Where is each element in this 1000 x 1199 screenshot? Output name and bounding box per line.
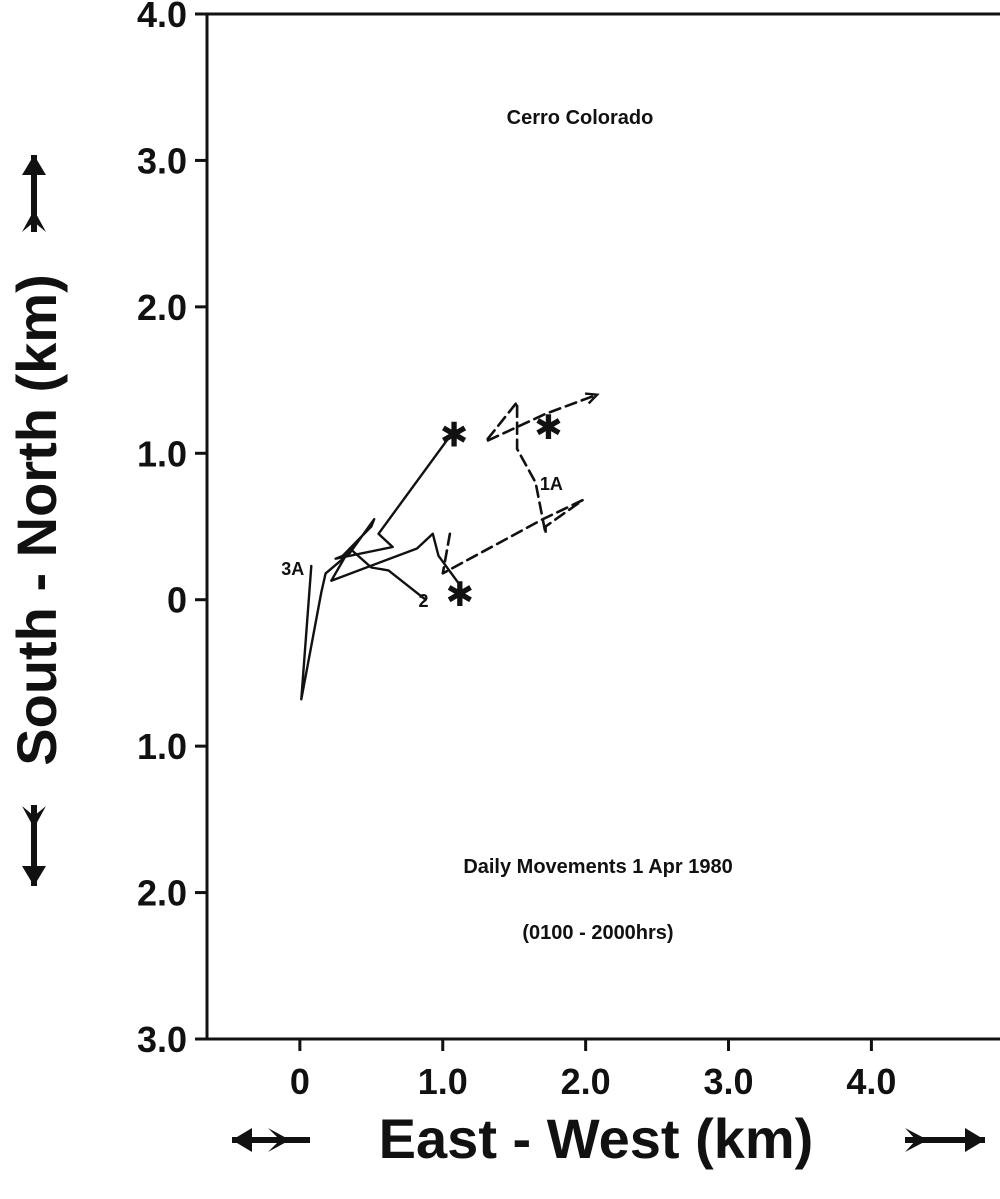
y-axis-bottom-arrow bbox=[22, 805, 46, 886]
series-end-marker-1a: ✱ bbox=[534, 408, 563, 448]
y-tick-label: 3.0 bbox=[137, 1019, 187, 1060]
series-label-3a: 3A bbox=[281, 559, 304, 579]
series-line-1a bbox=[441, 393, 599, 575]
series-line-2 bbox=[330, 532, 462, 601]
x-tick-label: 2.0 bbox=[561, 1061, 611, 1102]
y-axis-title: South - North (km) bbox=[5, 274, 68, 765]
y-tick-label: 3.0 bbox=[137, 140, 187, 181]
marker-layer: 1A ✱ 2 ✱ 3A ✱ bbox=[281, 408, 563, 615]
series-line-3a bbox=[300, 433, 453, 701]
annotation-hours: (0100 - 2000hrs) bbox=[522, 922, 673, 944]
y-tick-label: 2.0 bbox=[137, 873, 187, 914]
y-tick-label: 0 bbox=[167, 580, 187, 621]
series-arrowhead-1a bbox=[584, 392, 600, 405]
y-axis-ticks: 3.0 2.0 1.0 0 1.0 2.0 3.0 4.0 bbox=[137, 0, 207, 1060]
x-axis-left-arrow bbox=[232, 1128, 310, 1152]
x-tick-label: 3.0 bbox=[703, 1061, 753, 1102]
y-tick-label: 2.0 bbox=[137, 287, 187, 328]
series-label-1a: 1A bbox=[540, 474, 563, 494]
y-tick-label: 1.0 bbox=[137, 726, 187, 767]
y-axis-top-arrow bbox=[22, 155, 46, 232]
y-tick-label: 1.0 bbox=[137, 433, 187, 474]
chart-title: Cerro Colorado bbox=[507, 107, 654, 129]
x-axis-right-arrow bbox=[905, 1128, 985, 1152]
x-tick-label: 1.0 bbox=[418, 1061, 468, 1102]
y-tick-label: 4.0 bbox=[137, 0, 187, 35]
series-end-marker-2: ✱ bbox=[446, 575, 475, 615]
plot-frame bbox=[205, 12, 1000, 1041]
x-tick-label: 4.0 bbox=[846, 1061, 896, 1102]
annotation-dates: Daily Movements 1 Apr 1980 bbox=[463, 856, 732, 878]
series-label-2: 2 bbox=[418, 591, 428, 611]
x-axis-ticks: 0 1.0 2.0 3.0 4.0 bbox=[290, 1039, 896, 1102]
series-end-marker-3a: ✱ bbox=[440, 415, 469, 455]
series-layer bbox=[300, 392, 600, 701]
x-axis-title: East - West (km) bbox=[379, 1107, 814, 1170]
x-tick-label: 0 bbox=[290, 1061, 310, 1102]
